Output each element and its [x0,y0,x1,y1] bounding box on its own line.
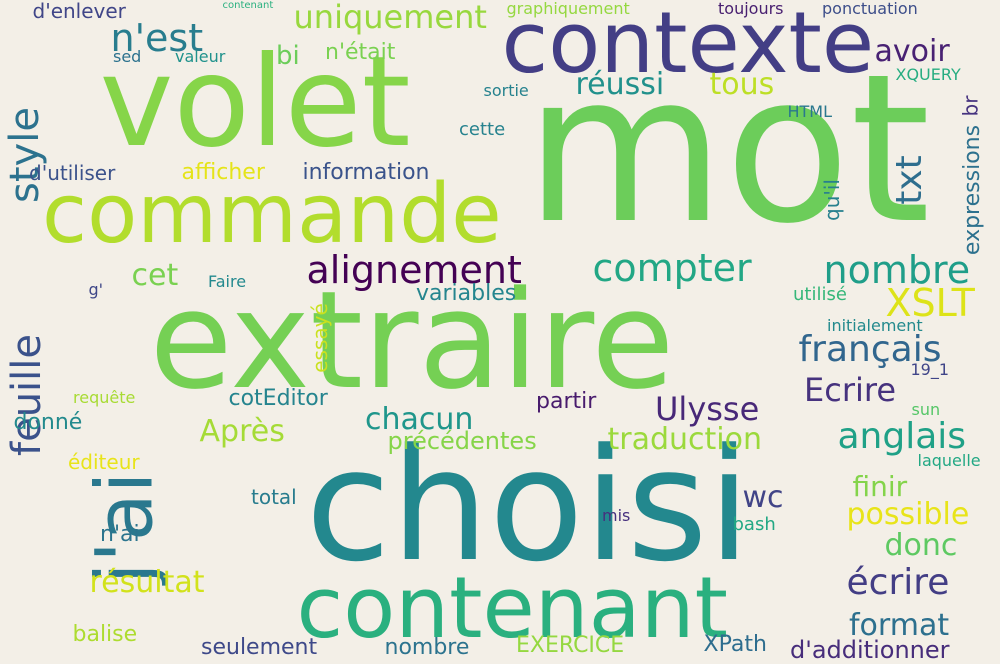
word-bi: bi [276,41,300,71]
word-txt: txt [888,155,930,205]
word-ulysse: Ulysse [655,390,760,428]
word-reussi: réussi [575,67,665,102]
word-uniquement: uniquement [293,0,487,36]
word-nest: n'est [110,16,204,60]
word-requete: requête [73,388,136,407]
word-francais: français [798,329,942,370]
word-resultat: résultat [89,565,205,600]
word-faire: Faire [208,272,247,291]
word-total: total [251,485,297,509]
word-cette: cette [459,119,506,140]
word-dadditionner: d'additionner [790,636,950,664]
word-tous: tous [709,67,775,102]
word-wc: wc [742,480,784,515]
word-ponctuation: ponctuation [822,0,918,18]
word-sed: sed [113,47,142,66]
word-information: information [302,160,430,185]
word-alignement: alignement [306,248,522,292]
word-contexte: contexte [501,0,875,93]
word-denlever: d'enlever [32,0,126,23]
word-style: style [1,107,48,203]
word-avoir: avoir [874,34,950,69]
word-dutiliser: d'utiliser [29,161,116,185]
word-toujours: toujours [718,0,784,18]
word-laquelle: laquelle [917,451,981,470]
word-nombre: nombre [823,248,971,292]
word-choisi: choisi [305,414,751,596]
word-volet: volet [99,29,411,175]
word-seulement: seulement [201,635,318,660]
word-valeur: valeur [175,47,226,66]
word-coteditor: cotEditor [228,386,328,411]
word-anglais: anglais [837,416,967,457]
word-extraire: extraire [149,261,675,419]
word-xquery: XQUERY [895,65,961,84]
word-precedentes: précédentes [387,427,537,455]
word-g: g' [88,280,104,299]
word-variables: variables [416,281,517,306]
word-balise: balise [72,622,138,647]
word-expressions: expressions [960,124,986,256]
word-chacun: chacun [365,402,474,437]
word-contenant-2: contenant [222,0,274,11]
word-ecrire-upper: Ecrire [804,371,896,409]
word-sun: sun [911,400,941,419]
word-sortie: sortie [483,81,529,100]
word-xslt: XSLT [885,281,975,325]
word-possible: possible [846,497,970,532]
word-mot: mot [525,30,931,269]
word-bash: bash [732,514,776,535]
word-feuille: feuille [4,334,50,456]
word-html: HTML [787,102,833,121]
word-donc: donc [884,528,958,563]
word-essaye: essayé [307,303,332,373]
word-initialement: initialement [827,316,923,335]
word-nombre-small: nombre [384,635,470,660]
word-netait: n'était [325,40,396,65]
word-apres: Après [199,414,285,449]
word-contenant: contenant [296,558,728,658]
word-format: format [849,608,950,643]
word-graphiquement: graphiquement [506,0,630,18]
word-traduction: traduction [607,422,763,457]
word-editeur: éditeur [68,450,140,474]
word-compter: compter [592,246,752,290]
word-donne: donné [13,410,83,435]
word-exercice: EXERCICE [516,633,625,658]
word-utilise: utilisé [793,284,847,305]
word-mis: mis [602,506,631,525]
word-19-1: 19_1 [910,360,950,379]
word-commande: commande [42,167,502,262]
word-finir: finir [852,470,908,503]
word-afficher: afficher [181,160,265,185]
word-xpath: XPath [703,632,767,657]
word-nai: n'ai [100,522,140,547]
word-quil: qu'il [819,179,844,221]
word-br: br [957,95,982,117]
word-ecrire-lower: écrire [846,562,950,603]
word-cet: cet [131,258,179,293]
word-partir: partir [536,389,597,414]
